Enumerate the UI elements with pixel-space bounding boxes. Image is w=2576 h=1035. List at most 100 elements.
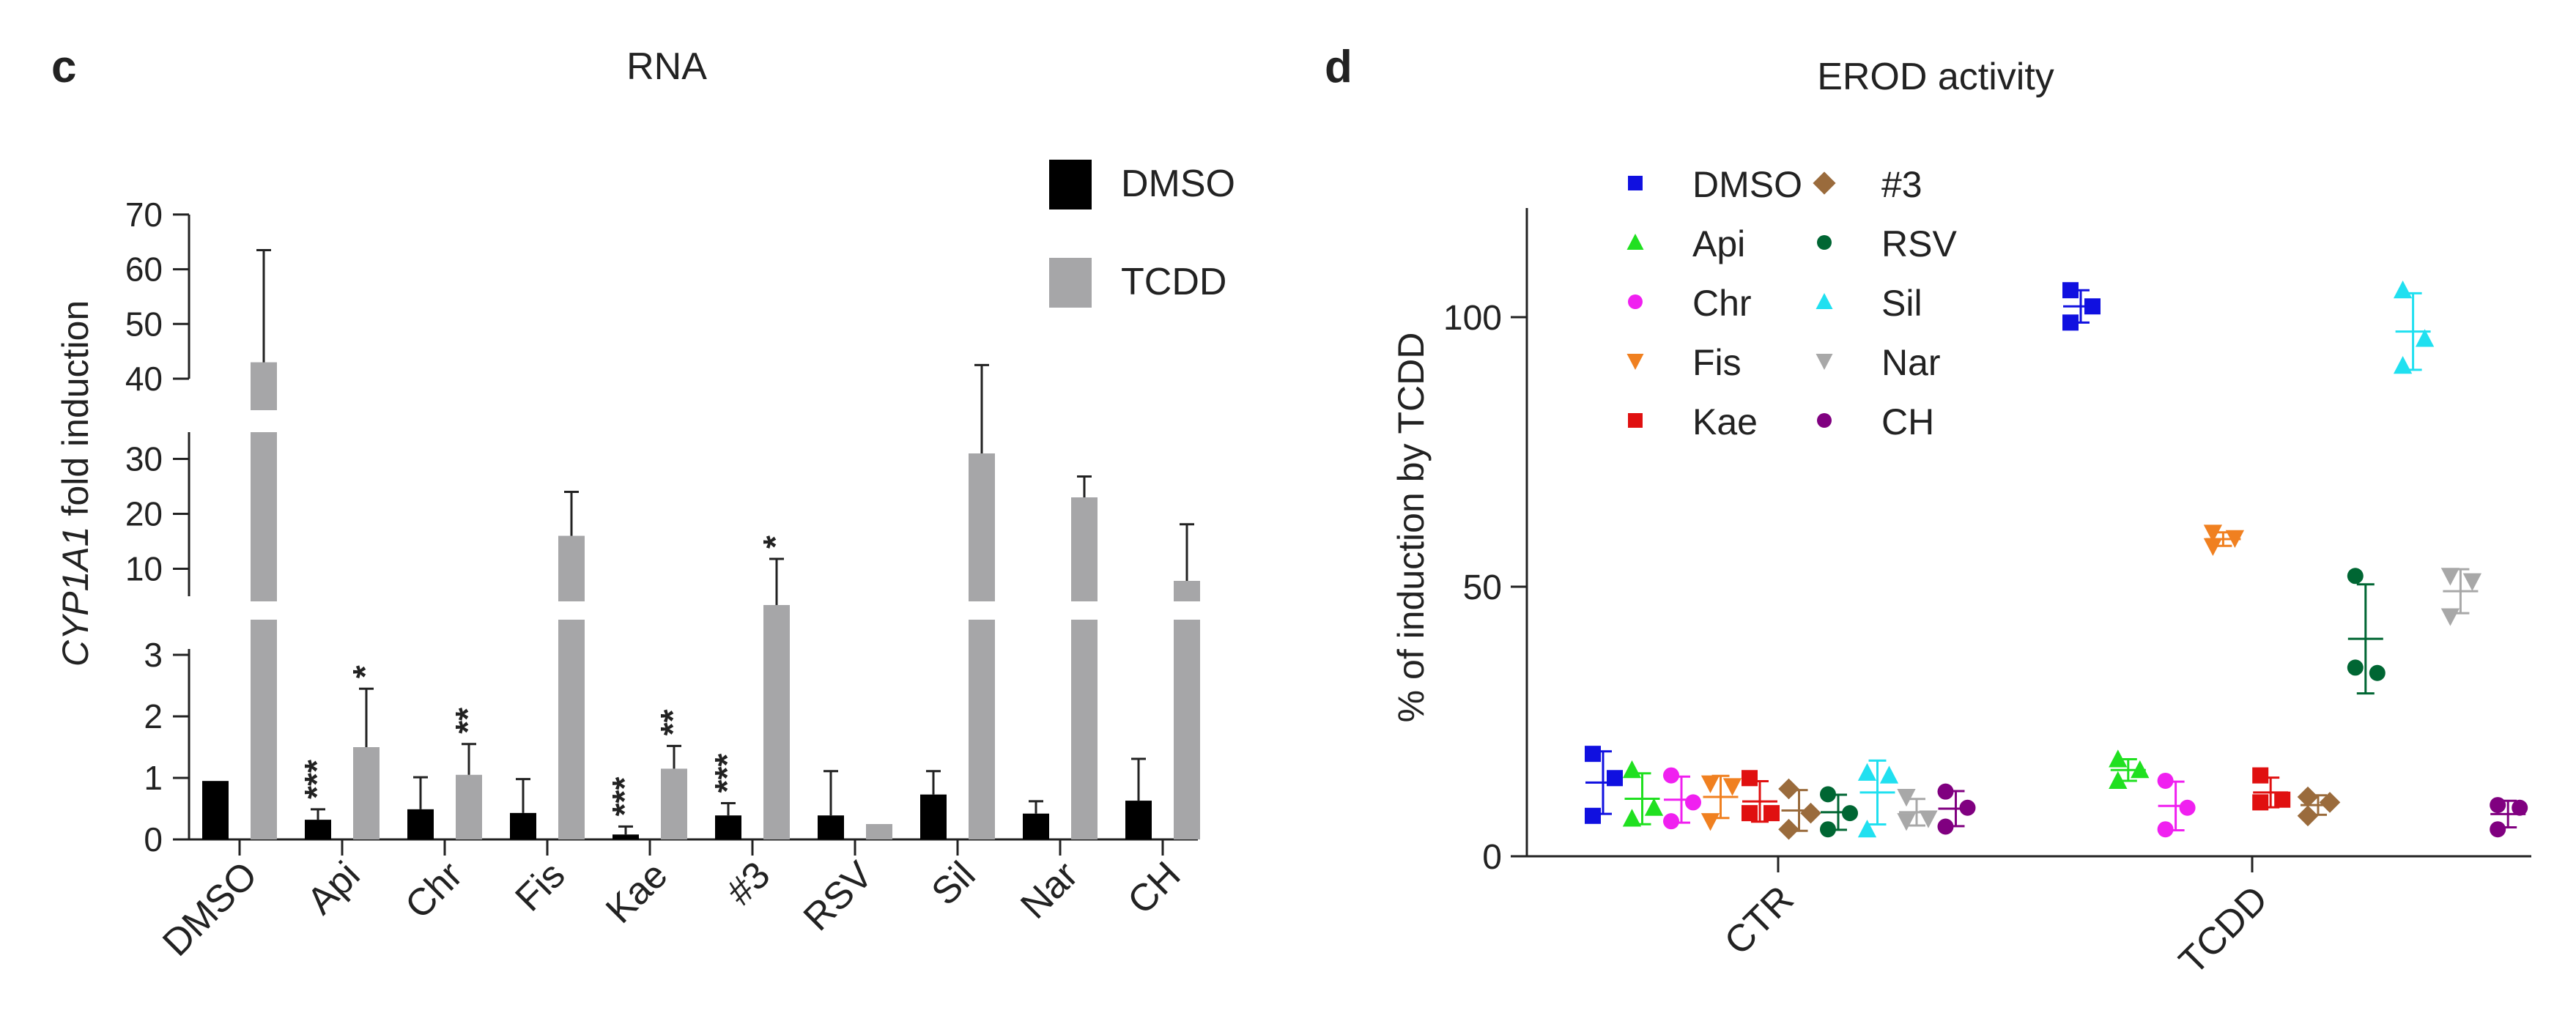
legend-swatch-dmso xyxy=(1049,160,1092,209)
bar-dmso xyxy=(510,812,536,839)
point-fis xyxy=(2203,524,2223,543)
bar-dmso xyxy=(202,781,229,839)
significance-label: ** xyxy=(654,709,692,735)
point-chr xyxy=(2179,799,2196,816)
legend-label-nar: Nar xyxy=(1881,342,1941,383)
y-tick-label: 0 xyxy=(1482,838,1502,877)
point-api xyxy=(1622,760,1642,779)
chart-c: 0 1 2 3 10 20 30 40 50 60 70 CYP1A1 fold induction D… xyxy=(55,160,1235,965)
legend-label-rsv: RSV xyxy=(1881,223,1957,264)
point-chr xyxy=(2157,821,2174,838)
point-api xyxy=(2109,771,2128,789)
point-nar xyxy=(2440,568,2460,586)
bar-tcdd xyxy=(456,774,482,839)
legend-label-fis: Fis xyxy=(1692,342,1742,383)
significance-label: *** xyxy=(605,777,643,817)
point-rsv xyxy=(1820,786,1836,803)
point-fis xyxy=(2225,530,2245,548)
point-n3 xyxy=(1778,778,1799,800)
panel-c-title: RNA xyxy=(626,45,707,88)
y-tick-label: 20 xyxy=(125,495,163,533)
point-kae xyxy=(1763,805,1780,822)
legend-label-tcdd: TCDD xyxy=(1121,261,1226,303)
bar-break-gap xyxy=(250,601,278,620)
x-tick-label: DMSO xyxy=(155,853,265,964)
legend-label-kae: Kae xyxy=(1692,401,1758,442)
point-nar xyxy=(1897,789,1916,807)
point-chr xyxy=(2157,772,2174,789)
bar-dmso xyxy=(1023,813,1049,839)
point-n3 xyxy=(1800,802,1821,824)
legend-marker-n3 xyxy=(1813,171,1836,195)
panel-d-title: EROD activity xyxy=(1817,56,2054,98)
bar-dmso xyxy=(407,809,434,839)
bar-tcdd xyxy=(763,605,790,839)
point-ch xyxy=(2512,799,2528,816)
significance-label: *** xyxy=(297,760,336,799)
point-api xyxy=(1644,798,1664,816)
bar-tcdd xyxy=(1071,497,1098,839)
point-n3 xyxy=(1778,818,1799,840)
panel-c-letter: c xyxy=(51,42,76,92)
bar-tcdd xyxy=(251,362,277,840)
y-tick-label: 10 xyxy=(125,550,163,588)
x-tick-label: CH xyxy=(1119,853,1188,922)
x-tick-label: #3 xyxy=(719,853,779,913)
significance-label: * xyxy=(756,535,794,549)
point-ch xyxy=(2490,797,2506,814)
point-n3 xyxy=(2297,786,2319,808)
point-fis xyxy=(1700,775,1720,793)
point-fis xyxy=(2203,538,2223,556)
point-chr xyxy=(1685,794,1701,811)
x-tick-label: Api xyxy=(299,853,368,922)
point-kae xyxy=(1742,770,1758,787)
y-tick-label: 2 xyxy=(144,697,163,735)
point-rsv xyxy=(1820,821,1836,838)
legend-label-dmso: DMSO xyxy=(1692,164,1802,205)
point-nar xyxy=(1897,813,1916,831)
point-dmso xyxy=(1585,807,1601,824)
bar-dmso xyxy=(612,834,639,839)
legend-label-chr: Chr xyxy=(1692,283,1752,324)
point-dmso xyxy=(2062,314,2079,331)
y-tick-label: 70 xyxy=(125,196,163,234)
point-ch xyxy=(2490,821,2506,838)
point-chr xyxy=(1663,767,1679,784)
x-tick-label: RSV xyxy=(796,853,881,939)
point-rsv xyxy=(1842,805,1858,822)
bar-dmso xyxy=(818,815,844,839)
bar-dmso xyxy=(1125,801,1152,839)
bar-break-gap xyxy=(250,410,278,432)
y-tick-label: 30 xyxy=(125,440,163,478)
legend-marker-kae xyxy=(1628,413,1643,428)
y-axis-label: CYP1A1 fold induction xyxy=(55,300,96,667)
y-tick-label: 100 xyxy=(1443,299,1502,338)
point-kae xyxy=(2274,791,2291,808)
point-dmso xyxy=(1607,770,1623,787)
point-chr xyxy=(1663,813,1679,830)
legend-label-ch: CH xyxy=(1881,401,1934,442)
legend-label-dmso: DMSO xyxy=(1121,163,1235,205)
point-api xyxy=(2109,749,2128,768)
significance-label: * xyxy=(346,665,384,678)
bar-tcdd xyxy=(558,535,585,839)
point-sil xyxy=(2393,281,2413,299)
bar-tcdd xyxy=(866,824,892,839)
y-tick-label: 40 xyxy=(125,360,163,398)
point-dmso xyxy=(2084,298,2101,315)
point-kae xyxy=(2252,767,2269,784)
point-sil xyxy=(1857,820,1877,838)
x-tick-label: Chr xyxy=(397,853,470,927)
legend-marker-nar xyxy=(1816,354,1833,370)
y-axis-label-gene: CYP1A1 xyxy=(55,526,96,667)
legend-marker-ch xyxy=(1817,413,1832,428)
y-axis-label-text: fold induction xyxy=(55,300,96,527)
x-tick-label: CTR xyxy=(1717,878,1802,963)
point-rsv xyxy=(2369,664,2386,681)
point-n3 xyxy=(2319,792,2341,813)
point-nar xyxy=(2462,573,2482,591)
point-ch xyxy=(1937,818,1954,835)
point-fis xyxy=(1700,813,1720,831)
chart-d: 0 50 100 % of induction by TCDD CTR TCDD DMSO A… xyxy=(1391,164,2531,983)
